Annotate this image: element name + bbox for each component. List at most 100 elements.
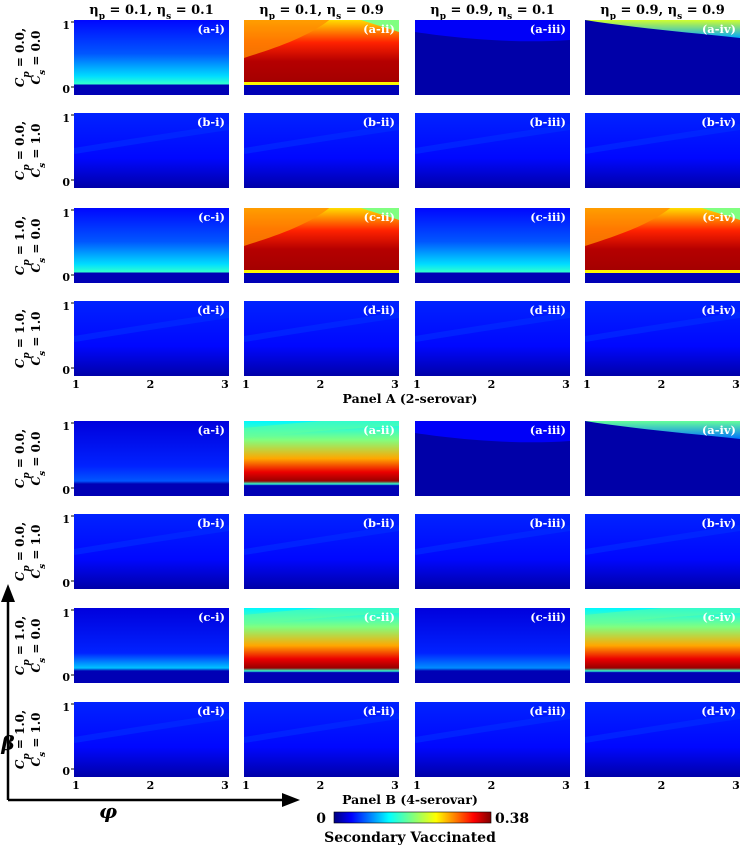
x-tick-label: 1: [583, 378, 591, 391]
svg-text:Cp = 1.0,: Cp = 1.0,: [13, 309, 32, 368]
heat-contour: [585, 124, 740, 154]
heat-contour: [244, 20, 330, 58]
x-tick-label: 1: [413, 779, 421, 792]
row-label-c: Cp = 1.0,Cs = 0.0: [13, 616, 48, 675]
svg-text:Cs = 1.0: Cs = 1.0: [29, 124, 48, 178]
svg-text:Cs = 1.0: Cs = 1.0: [29, 525, 48, 579]
heat-contour: [415, 525, 570, 555]
x-tick-label: 1: [72, 378, 80, 391]
x-tick-label: 1: [242, 378, 250, 391]
heat-fill: [415, 301, 570, 376]
heat-fill: [244, 113, 399, 188]
heatmap-cells: [74, 608, 229, 683]
heatmap-cells: [415, 702, 570, 777]
heatmap-panels: Cp = 0.0,Cs = 0.0(a-i)10(a-ii) (a-iii) (a-…: [13, 19, 740, 792]
colorbar-gradient: [333, 811, 492, 824]
svg-text:Cp = 0.0,: Cp = 0.0,: [13, 28, 32, 87]
heat-contour: [585, 421, 740, 439]
subplot-label: (d-iv): [701, 704, 736, 718]
x-tick-label: 2: [658, 779, 666, 792]
heat-contour: [585, 312, 740, 342]
heatmap-cells: [74, 421, 229, 496]
heat-contour: [244, 525, 399, 555]
heat-contour: [415, 421, 570, 443]
x-tick-label: 2: [488, 378, 496, 391]
x-tick-label: 3: [562, 378, 570, 391]
x-tick-label: 1: [72, 779, 80, 792]
y-tick-label: 1: [62, 300, 70, 313]
panel-titles: Panel A (2-serovar) Panel B (4-serovar): [342, 391, 478, 807]
heat-corner: [361, 20, 399, 32]
heatmap-cells: [415, 301, 570, 376]
heatmap-cells: [585, 301, 740, 376]
subplot-a-i: (a-i) 1 0: [62, 420, 229, 497]
x-tick-label: 3: [562, 779, 570, 792]
panel-b: Cp = 0.0,Cs = 0.0(a-i)10(a-ii) (a-iii) (a-…: [13, 420, 740, 792]
subplot-label: (a-i): [198, 423, 225, 437]
y-tick-label: 0: [62, 577, 70, 590]
heatmap-cells: [74, 113, 229, 188]
subplot-b-iv: (b-iv): [585, 113, 740, 188]
subplot-label: (d-iv): [701, 303, 736, 317]
subplot-label: (b-i): [197, 516, 225, 530]
x-tick-label: 2: [488, 779, 496, 792]
y-tick-label: 0: [62, 671, 70, 684]
row-label-a: Cp = 0.0,Cs = 0.0: [13, 429, 48, 488]
subplot-label: (a-i): [198, 22, 225, 36]
subplot-a-ii: (a-ii): [244, 421, 399, 496]
heat-corner: [361, 208, 399, 220]
subplot-d-iv: (d-iv): [585, 301, 740, 376]
heatmap-cells: [244, 514, 399, 589]
panel-a: Cp = 0.0,Cs = 0.0(a-i)10(a-ii) (a-iii) (a-…: [13, 19, 740, 391]
svg-text:Cp = 1.0,: Cp = 1.0,: [13, 216, 32, 275]
heatmap-cells: [415, 20, 570, 95]
subplot-label: (a-iv): [702, 22, 736, 36]
y-tick-label: 0: [62, 176, 70, 189]
phi-arrow-head: [282, 793, 300, 807]
subplot-label: (b-ii): [363, 516, 395, 530]
subplot-b-iv: (b-iv): [585, 514, 740, 589]
row-label-d: Cp = 1.0,Cs = 1.0: [13, 710, 48, 769]
subplot-label: (d-ii): [363, 704, 395, 718]
y-tick-label: 1: [62, 207, 70, 220]
y-tick-label: 1: [62, 112, 70, 125]
subplot-label: (c-i): [198, 210, 225, 224]
subplot-d-iv: (d-iv): [585, 702, 740, 777]
heatmap-cells: [244, 301, 399, 376]
subplot-label: (d-ii): [363, 303, 395, 317]
svg-text:Cp = 0.0,: Cp = 0.0,: [13, 429, 32, 488]
subplot-c-i: (c-i) 1 0: [62, 207, 229, 284]
subplot-b-i: (b-i) 1 0: [62, 112, 229, 189]
column-header-2: ηp = 0.1, ηs = 0.9: [259, 3, 383, 22]
subplot-label: (c-iv): [702, 610, 736, 624]
heat-contour: [244, 421, 399, 438]
heat-fill: [74, 113, 229, 188]
x-tick-label: 2: [147, 779, 155, 792]
heatmap-cells: [244, 421, 399, 496]
subplot-d-i: (d-i) 1 0: [62, 300, 229, 377]
subplot-label: (b-ii): [363, 115, 395, 129]
heatmap-cells: [244, 208, 399, 283]
y-tick-label: 1: [62, 701, 70, 714]
beta-arrow-head: [1, 584, 15, 602]
heat-fill: [244, 514, 399, 589]
heatmap-cells: [585, 514, 740, 589]
heat-fill: [74, 702, 229, 777]
heatmap-cells: [74, 20, 229, 95]
heatmap-cells: [415, 421, 570, 496]
svg-text:Cp = 0.0,: Cp = 0.0,: [13, 121, 32, 180]
heat-contour: [244, 312, 399, 342]
heatmap-cells: [585, 208, 740, 283]
heat-edge: [585, 270, 740, 273]
column-header-3: ηp = 0.9, ηs = 0.1: [430, 3, 554, 22]
svg-text:Cs = 0.0: Cs = 0.0: [29, 31, 48, 85]
column-header-4: ηp = 0.9, ηs = 0.9: [600, 3, 724, 22]
row-label-d: Cp = 1.0,Cs = 1.0: [13, 309, 48, 368]
subplot-b-ii: (b-ii): [244, 514, 399, 589]
heat-fill: [74, 514, 229, 589]
heatmap-cells: [244, 20, 399, 95]
y-tick-label: 0: [62, 765, 70, 778]
panel-b-title: Panel B (4-serovar): [342, 792, 478, 807]
x-tick-label: 3: [221, 378, 229, 391]
subplot-d-ii: (d-ii): [244, 702, 399, 777]
